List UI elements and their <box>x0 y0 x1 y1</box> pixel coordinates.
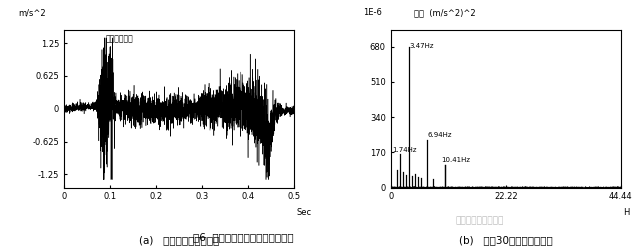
Text: 3.47Hz: 3.47Hz <box>410 43 434 49</box>
Text: 图6  轴严重弯曲的振动信号及谱图: 图6 轴严重弯曲的振动信号及谱图 <box>193 232 294 242</box>
Text: m/s^2: m/s^2 <box>18 8 45 18</box>
Text: 10.41Hz: 10.41Hz <box>442 157 470 163</box>
Text: 时域波形曲线: 时域波形曲线 <box>106 35 133 44</box>
Text: Sec: Sec <box>296 208 312 217</box>
Text: 振动诊断与转子平衡: 振动诊断与转子平衡 <box>456 216 504 225</box>
Text: (b)   细化30倍加速度解调谱: (b) 细化30倍加速度解调谱 <box>459 235 552 245</box>
Text: 1E-6: 1E-6 <box>363 8 382 18</box>
Text: 1.74Hz: 1.74Hz <box>392 147 417 153</box>
Text: H: H <box>623 208 630 217</box>
Text: (a)   垂直加速度时域波形: (a) 垂直加速度时域波形 <box>139 235 220 245</box>
Text: 6.94Hz: 6.94Hz <box>428 132 452 138</box>
Text: 自谱  (m/s^2)^2: 自谱 (m/s^2)^2 <box>413 8 476 18</box>
